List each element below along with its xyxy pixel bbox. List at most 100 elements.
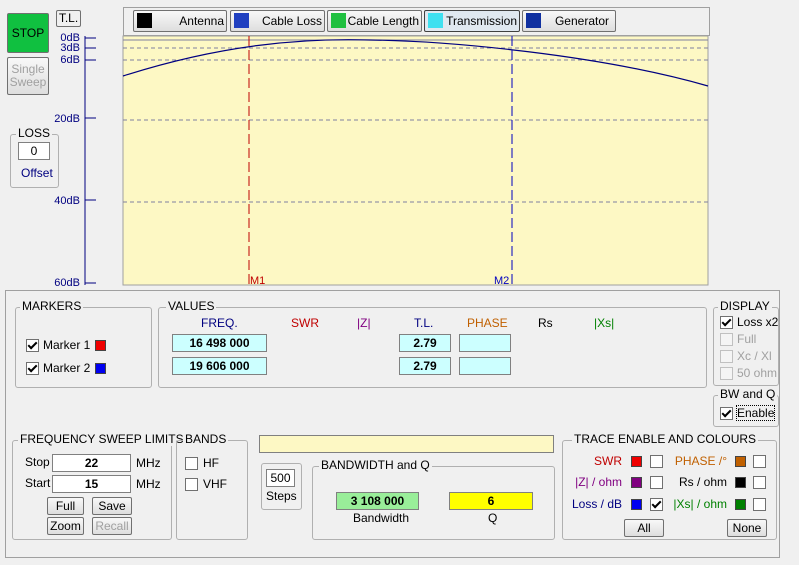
icon <box>234 13 249 28</box>
tab-label: Cable Length <box>347 14 419 28</box>
color-swatch[interactable] <box>631 456 642 467</box>
checkbox[interactable] <box>650 455 663 468</box>
trace-label: |Z| / ohm <box>575 475 622 489</box>
icon <box>137 13 152 28</box>
tl-button[interactable]: T.L. <box>56 10 81 27</box>
steps-box <box>261 463 302 510</box>
checkbox[interactable] <box>185 457 198 470</box>
axis <box>84 36 96 285</box>
checkbox-label: Xc / Xl <box>737 349 772 363</box>
color-swatch[interactable] <box>95 340 106 351</box>
trace-label: Loss / dB <box>571 497 622 511</box>
checkbox[interactable] <box>720 350 733 363</box>
panel <box>5 290 780 558</box>
bandwidth-group <box>312 466 555 540</box>
checkbox[interactable] <box>753 498 766 511</box>
freq-field: 16 498 000 <box>172 334 267 352</box>
icon <box>428 13 443 28</box>
field-label: Q <box>488 511 498 525</box>
tab[interactable]: Antenna <box>133 10 227 32</box>
group-title: DISPLAY <box>718 299 772 313</box>
scale-label: 0dB <box>60 32 80 44</box>
q-field: 6 <box>449 492 533 510</box>
column-header: SWR <box>291 316 319 330</box>
start-input[interactable]: 15 <box>52 475 131 493</box>
status-field <box>259 435 554 453</box>
group-title: BW and Q <box>718 387 778 401</box>
button[interactable]: All <box>624 519 664 537</box>
checkbox-label: Marker 2 <box>43 361 91 375</box>
steps-input[interactable]: 500 <box>266 469 295 487</box>
checkbox-label: VHF <box>203 477 227 491</box>
field-label: Bandwidth <box>353 511 410 525</box>
button[interactable]: Full <box>47 497 84 515</box>
loss-input[interactable]: 0 <box>18 142 50 160</box>
freq-field: 19 606 000 <box>172 357 267 375</box>
field-label: Start <box>25 476 51 490</box>
checkbox[interactable] <box>720 367 733 380</box>
tab[interactable]: Generator <box>522 10 616 32</box>
stop-input[interactable]: 22 <box>52 454 131 472</box>
checkbox-label: 50 ohm <box>737 366 778 380</box>
group-title: BANDS <box>183 432 229 446</box>
button[interactable]: None <box>727 519 767 537</box>
column-header: |Z| <box>357 316 371 330</box>
group-title: FREQUENCY SWEEP LIMITS <box>18 432 186 446</box>
tl-field: 2.79 <box>399 357 451 375</box>
color-swatch[interactable] <box>735 456 746 467</box>
checkbox[interactable] <box>720 316 733 329</box>
tab-label: Cable Loss <box>261 14 322 28</box>
button[interactable]: Recall <box>92 517 132 535</box>
field-label: Stop <box>25 455 50 469</box>
checkbox[interactable] <box>753 455 766 468</box>
column-header: T.L. <box>414 316 434 330</box>
group-title: TRACE ENABLE AND COLOURS <box>572 432 759 446</box>
color-swatch[interactable] <box>735 477 746 488</box>
checkbox[interactable] <box>650 476 663 489</box>
steps-label: Steps <box>266 489 297 503</box>
plot: 0dB 3dB 6dB 20dB 40dB 60dB M1 M2 <box>54 32 709 289</box>
checkbox[interactable] <box>720 407 733 420</box>
color-swatch[interactable] <box>735 499 746 510</box>
group-title: MARKERS <box>20 299 84 313</box>
markers-group <box>15 307 152 388</box>
tab[interactable]: Transmission <box>424 10 520 32</box>
checkbox-label: Full <box>737 332 757 346</box>
button[interactable]: Zoom <box>47 517 84 535</box>
checkbox[interactable] <box>26 362 39 375</box>
values-group <box>158 307 707 388</box>
marker-label: M1 <box>250 275 265 287</box>
single-sweep-button[interactable]: Single Sweep <box>7 57 49 95</box>
tab-label: Antenna <box>179 14 224 28</box>
scale-label: 3dB <box>60 42 80 54</box>
bandwidth-field: 3 108 000 <box>336 492 419 510</box>
scale-label: 60dB <box>54 277 80 289</box>
tab[interactable]: Cable Loss <box>230 10 325 32</box>
checkbox-label: Marker 1 <box>43 338 91 352</box>
checkbox[interactable] <box>720 333 733 346</box>
trace-label: PHASE /° <box>674 454 727 468</box>
checkbox[interactable] <box>26 339 39 352</box>
trace-label: SWR <box>594 454 622 468</box>
tab[interactable]: Cable Length <box>327 10 422 32</box>
color-swatch[interactable] <box>631 477 642 488</box>
button[interactable]: Save <box>92 497 132 515</box>
color-swatch[interactable] <box>95 363 106 374</box>
trace <box>122 39 709 87</box>
column-header: PHASE <box>467 316 508 330</box>
plot-area <box>122 35 709 286</box>
checkbox[interactable] <box>753 476 766 489</box>
column-header: FREQ. <box>201 316 238 330</box>
checkbox[interactable] <box>650 498 663 511</box>
unit: MHz <box>136 456 161 470</box>
phase-field <box>459 334 511 352</box>
column-header: |Xs| <box>594 316 615 330</box>
group-title: LOSS <box>16 126 53 140</box>
checkbox[interactable] <box>185 478 198 491</box>
marker-label: M2 <box>494 275 509 287</box>
color-swatch[interactable] <box>631 499 642 510</box>
stop-button[interactable]: STOP <box>7 13 49 53</box>
group-title: BANDWIDTH and Q <box>319 458 432 472</box>
scale-label: 6dB <box>60 54 80 66</box>
